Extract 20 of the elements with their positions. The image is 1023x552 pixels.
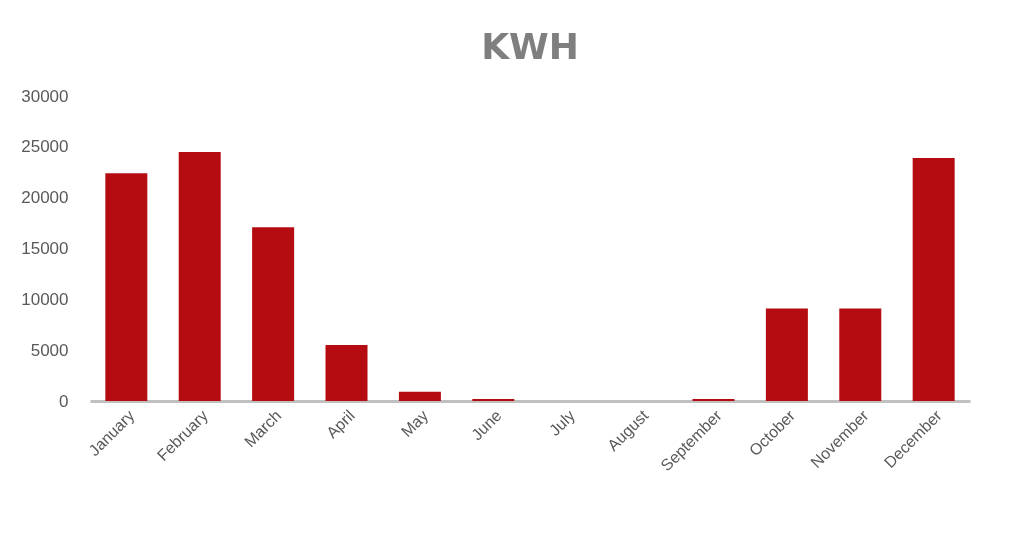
bar bbox=[472, 398, 515, 401]
chart-title: KWH bbox=[481, 26, 579, 67]
bar bbox=[692, 398, 735, 401]
bar bbox=[765, 308, 808, 401]
bar bbox=[912, 158, 955, 401]
x-tick-label: July bbox=[545, 406, 579, 439]
y-tick-label: 15000 bbox=[21, 239, 69, 258]
y-tick-label: 25000 bbox=[21, 137, 69, 157]
bar bbox=[325, 345, 368, 401]
bar bbox=[105, 173, 148, 401]
x-tick-label: May bbox=[397, 406, 432, 441]
bar bbox=[398, 391, 441, 401]
bar bbox=[839, 308, 882, 401]
bar bbox=[252, 227, 295, 401]
bar bbox=[178, 151, 221, 401]
y-tick-label: 0 bbox=[59, 391, 69, 411]
y-tick-label: 30000 bbox=[21, 86, 69, 106]
y-tick-label: 10000 bbox=[21, 289, 69, 309]
y-tick-label: 5000 bbox=[30, 340, 69, 360]
y-tick-label: 20000 bbox=[21, 188, 69, 208]
